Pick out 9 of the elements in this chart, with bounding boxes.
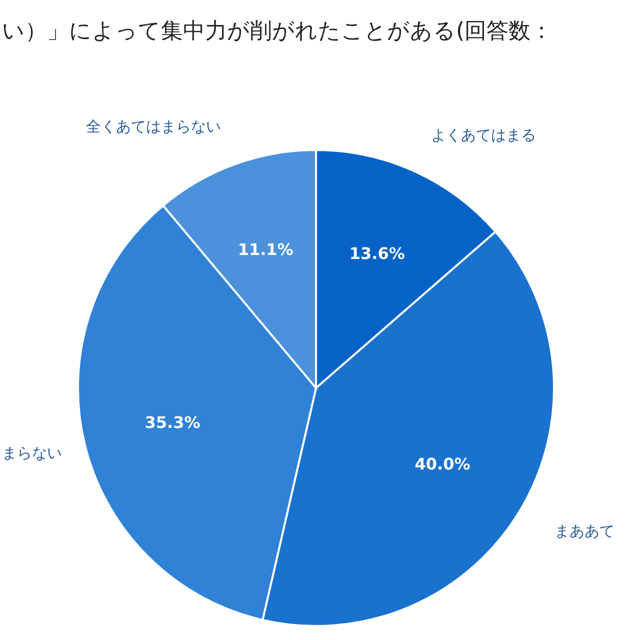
slice-label: よくあてはまる — [431, 126, 536, 144]
data-label: 40.0% — [414, 454, 470, 474]
slice-label: まああて — [554, 522, 614, 540]
slice-label: 全くあてはまらない — [86, 118, 222, 136]
data-label: 13.6% — [349, 244, 405, 264]
chart-title: い）」によって集中力が削がれたことがある(回答数： — [2, 19, 553, 44]
data-label: 11.1% — [238, 240, 294, 259]
slice-label: まらない — [2, 444, 62, 462]
data-label: 35.3% — [144, 412, 200, 432]
